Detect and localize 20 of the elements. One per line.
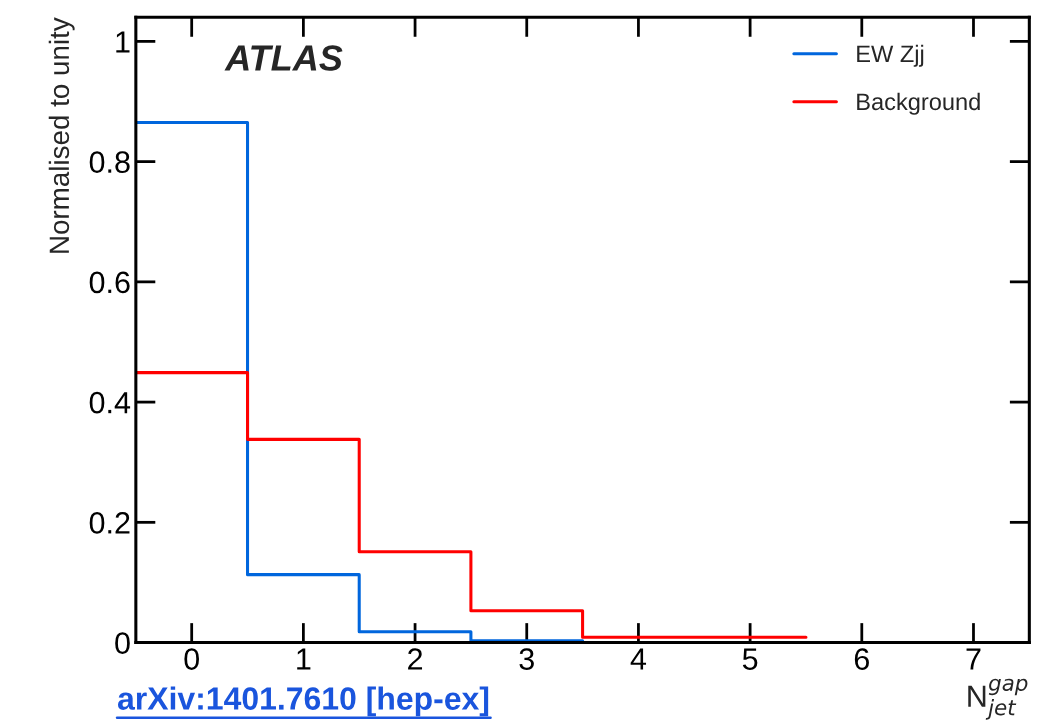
text: arXiv:1401.7610 [hep-ex]: [117, 686, 489, 717]
y-tick-label: 0.2: [89, 512, 130, 534]
x-tick-label: 7: [966, 648, 981, 670]
y-tick-label: 0.8: [89, 151, 130, 173]
x-tick-label: 0: [184, 648, 199, 670]
legend-label: Background: [857, 92, 980, 115]
y-tick-label: 1: [116, 31, 130, 53]
annotation: ATLAS: [224, 45, 343, 71]
y-axis-title: Normalised to unity: [48, 17, 75, 253]
x-tick-label: 1: [297, 648, 311, 670]
x-axis-title: N$^{gap}$$_{jet}$: [968, 678, 1028, 720]
y-tick-label: 0.4: [89, 391, 131, 414]
x-tick-label: 2: [408, 648, 423, 670]
y-tick-label: 0.6: [89, 271, 130, 294]
x-tick-label: 5: [742, 648, 758, 670]
x-tick-label: 6: [854, 648, 869, 670]
x-tick-label: 3: [519, 648, 534, 670]
legend-label: EW Zjj: [857, 44, 924, 67]
y-tick-label: 0: [115, 632, 130, 654]
x-tick-label: 4: [630, 648, 647, 670]
